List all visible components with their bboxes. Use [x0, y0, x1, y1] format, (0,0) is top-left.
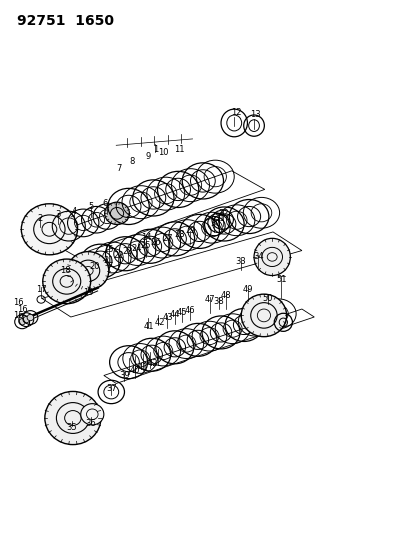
Text: 21: 21 — [103, 256, 114, 264]
Text: 5: 5 — [88, 203, 93, 212]
Ellipse shape — [104, 202, 129, 224]
Text: 27: 27 — [162, 235, 173, 244]
Text: 34: 34 — [252, 253, 263, 261]
Text: 32: 32 — [218, 209, 228, 218]
Text: 38: 38 — [213, 296, 223, 305]
Text: 49: 49 — [242, 285, 253, 294]
Text: 41: 41 — [138, 363, 148, 372]
Text: 17: 17 — [36, 285, 46, 294]
Text: 3: 3 — [56, 210, 61, 219]
Ellipse shape — [27, 314, 33, 321]
Text: 48: 48 — [220, 291, 230, 300]
Text: 43: 43 — [162, 312, 173, 321]
Text: 31: 31 — [214, 214, 224, 223]
Ellipse shape — [45, 391, 101, 445]
Text: 37: 37 — [106, 384, 116, 393]
Text: 92751  1650: 92751 1650 — [17, 14, 114, 28]
Text: 18: 18 — [60, 266, 71, 275]
Text: 2: 2 — [37, 214, 43, 223]
Ellipse shape — [67, 252, 109, 290]
Text: 16: 16 — [13, 298, 23, 307]
Ellipse shape — [254, 238, 290, 276]
Text: 1: 1 — [152, 145, 158, 154]
Text: 35: 35 — [66, 423, 77, 432]
Text: 44: 44 — [169, 310, 180, 319]
Text: 41: 41 — [144, 321, 154, 330]
Text: 42: 42 — [148, 359, 158, 368]
Text: 25: 25 — [140, 241, 151, 250]
Text: 10: 10 — [158, 148, 169, 157]
Text: 40: 40 — [129, 366, 140, 375]
Text: 47: 47 — [204, 295, 215, 304]
Text: 7: 7 — [116, 164, 121, 173]
Text: 13: 13 — [250, 110, 260, 119]
Text: 16: 16 — [17, 304, 27, 313]
Ellipse shape — [241, 294, 286, 337]
Text: 36: 36 — [85, 419, 96, 428]
Text: 8: 8 — [129, 157, 134, 166]
Text: 24: 24 — [131, 244, 142, 253]
Text: 4: 4 — [71, 207, 76, 216]
Text: 28: 28 — [174, 230, 185, 239]
Text: 20: 20 — [89, 262, 100, 271]
Text: 9: 9 — [145, 152, 151, 161]
Text: 33: 33 — [235, 257, 246, 265]
Text: 19: 19 — [83, 287, 93, 296]
Text: 26: 26 — [150, 238, 160, 247]
Ellipse shape — [23, 317, 29, 323]
Ellipse shape — [21, 204, 77, 255]
Text: 46: 46 — [184, 305, 195, 314]
Text: 14: 14 — [140, 233, 151, 242]
Text: 42: 42 — [154, 318, 164, 327]
Ellipse shape — [43, 259, 90, 304]
Text: 45: 45 — [177, 308, 187, 317]
Text: 23: 23 — [122, 247, 133, 256]
Text: 12: 12 — [231, 108, 241, 117]
Text: 29: 29 — [185, 226, 195, 235]
Text: 22: 22 — [113, 252, 123, 260]
Text: 15: 15 — [103, 245, 114, 254]
Text: 51: 51 — [275, 274, 286, 284]
Ellipse shape — [19, 319, 25, 325]
Text: 11: 11 — [173, 145, 184, 154]
Text: 6: 6 — [102, 199, 107, 208]
Text: 50: 50 — [262, 294, 273, 303]
Text: 30: 30 — [209, 220, 220, 229]
Ellipse shape — [81, 403, 104, 425]
Text: 39: 39 — [119, 371, 130, 380]
Text: 16: 16 — [13, 311, 23, 320]
